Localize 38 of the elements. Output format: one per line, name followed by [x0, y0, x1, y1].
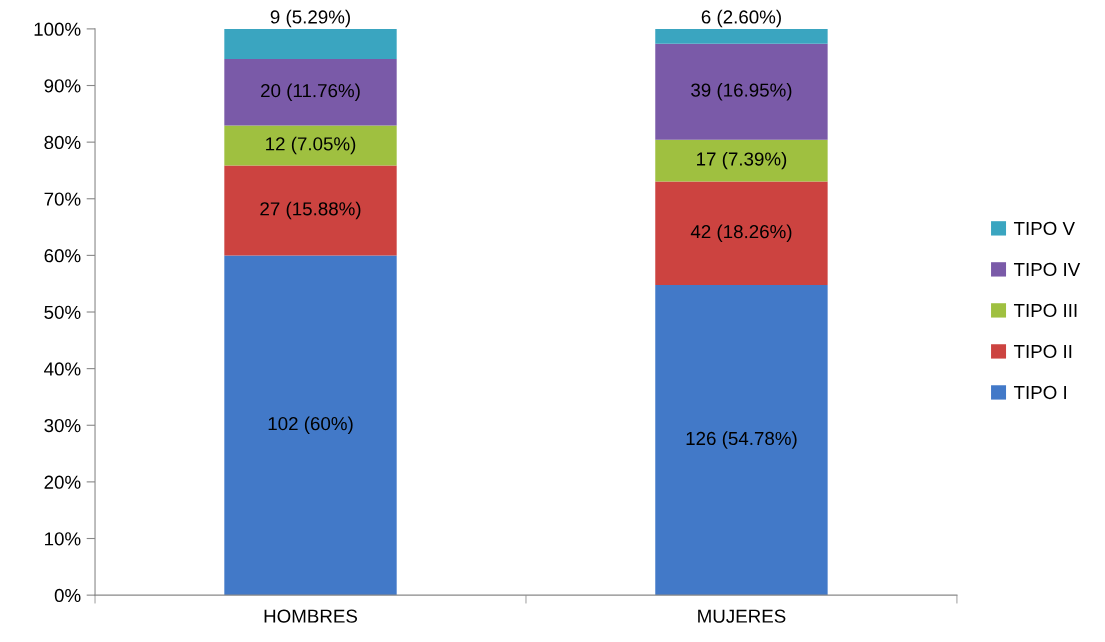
bar	[655, 43, 828, 140]
bar	[224, 165, 397, 256]
bar	[224, 255, 397, 596]
y-tick-label: 60%	[44, 249, 81, 263]
data-label: 126 (54.78%)	[686, 431, 797, 449]
data-label: 17 (7.39%)	[697, 151, 787, 170]
data-label: 102 (60%)	[268, 416, 353, 434]
y-tick-label: 100%	[34, 22, 81, 36]
bar	[655, 139, 828, 182]
legend-label: TIPO III	[1013, 303, 1077, 318]
x-tick-label: MUJERES	[698, 609, 786, 623]
y-tick-label: 80%	[44, 135, 81, 150]
y-tick-label: 50%	[44, 305, 81, 319]
data-label: 42 (18.26%)	[690, 224, 792, 242]
data-label: 39 (16.95%)	[691, 82, 792, 101]
data-label: 9 (5.29%)	[270, 9, 350, 28]
bar	[655, 284, 828, 596]
bar	[224, 125, 397, 166]
y-tick-label: 90%	[44, 79, 81, 93]
legend-label: TIPO I	[1013, 385, 1066, 400]
data-label: 12 (7.05%)	[266, 136, 356, 155]
bar	[655, 181, 828, 285]
legend-label: TIPO IV	[1013, 262, 1081, 277]
data-label: 27 (15.88%)	[260, 201, 361, 220]
y-tick-label: 70%	[44, 192, 81, 206]
y-tick-label: 20%	[44, 475, 81, 489]
data-label: 6 (2.60%)	[701, 9, 781, 28]
x-tick-label: HOMBRES	[264, 609, 358, 623]
y-tick-label: 10%	[45, 532, 81, 546]
legend-label: TIPO V	[1013, 221, 1075, 236]
bar	[224, 29, 397, 59]
data-label: 20 (11.76%)	[261, 83, 360, 101]
y-tick-label: 0%	[54, 588, 81, 603]
y-tick-label: 30%	[44, 418, 81, 433]
bar	[224, 58, 397, 126]
y-tick-label: 40%	[44, 362, 81, 376]
bar	[655, 29, 828, 44]
legend-label: TIPO II	[1013, 344, 1072, 359]
